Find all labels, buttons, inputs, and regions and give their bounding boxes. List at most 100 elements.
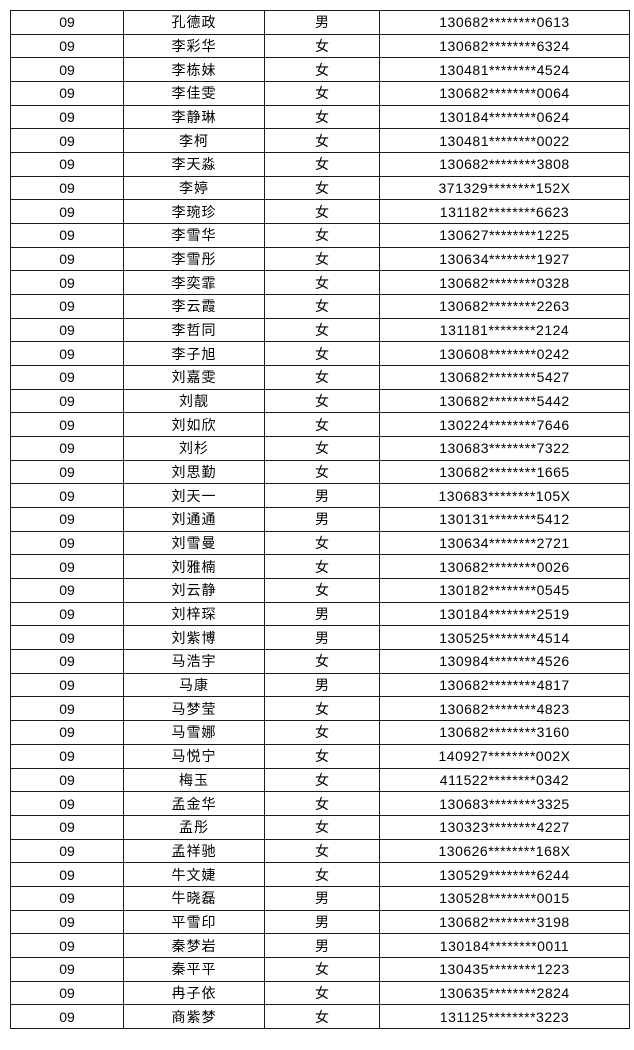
code-cell: 09 (10, 672, 124, 698)
gender-cell: 男 (264, 909, 380, 935)
name-cell: 刘通通 (123, 507, 265, 532)
id-masked-cell: 411522********0342 (379, 767, 630, 793)
gender-cell: 女 (264, 980, 380, 1006)
gender-cell: 女 (264, 791, 380, 816)
id-masked-cell: 130528********0015 (379, 885, 630, 911)
id-masked-cell: 130182********0545 (379, 578, 630, 603)
id-masked-cell: 130683********7322 (379, 436, 630, 461)
gender-cell: 男 (264, 885, 380, 911)
code-cell: 09 (10, 554, 124, 580)
name-cell: 李奕霏 (123, 270, 265, 296)
table-row: 09 孟祥驰 女 130626********168X (10, 838, 630, 864)
gender-cell: 女 (264, 104, 380, 130)
code-cell: 09 (10, 175, 124, 201)
code-cell: 09 (10, 696, 124, 722)
table-row: 09 平雪印 男 130682********3198 (10, 909, 630, 935)
name-cell: 刘思勤 (123, 459, 265, 485)
name-cell: 李云霞 (123, 294, 265, 319)
id-masked-cell: 130682********5427 (379, 365, 630, 390)
code-cell: 09 (10, 388, 124, 414)
id-masked-cell: 130683********105X (379, 483, 630, 509)
code-cell: 09 (10, 81, 124, 106)
roster-table: 09 孔德政 男 130682********0613 09 李彩华 女 130… (10, 10, 630, 1029)
code-cell: 09 (10, 743, 124, 769)
gender-cell: 女 (264, 199, 380, 225)
gender-cell: 女 (264, 246, 380, 272)
code-cell: 09 (10, 483, 124, 509)
table-row: 09 李婷 女 371329********152X (10, 175, 630, 201)
code-cell: 09 (10, 862, 124, 887)
name-cell: 牛文婕 (123, 862, 265, 887)
table-row: 09 牛晓磊 男 130528********0015 (10, 885, 630, 911)
code-cell: 09 (10, 436, 124, 461)
name-cell: 孟彤 (123, 814, 265, 840)
table-row: 09 李奕霏 女 130682********0328 (10, 270, 630, 296)
table-row: 09 李云霞 女 130682********2263 (10, 294, 630, 319)
gender-cell: 女 (264, 459, 380, 485)
code-cell: 09 (10, 601, 124, 627)
gender-cell: 女 (264, 365, 380, 390)
gender-cell: 女 (264, 317, 380, 343)
id-masked-cell: 130323********4227 (379, 814, 630, 840)
gender-cell: 女 (264, 294, 380, 319)
table-row: 09 马悦宁 女 140927********002X (10, 743, 630, 769)
id-masked-cell: 130529********6244 (379, 862, 630, 887)
id-masked-cell: 130984********4526 (379, 649, 630, 674)
code-cell: 09 (10, 791, 124, 816)
gender-cell: 男 (264, 672, 380, 698)
name-cell: 刘杉 (123, 436, 265, 461)
id-masked-cell: 131182********6623 (379, 199, 630, 225)
gender-cell: 女 (264, 649, 380, 674)
gender-cell: 女 (264, 696, 380, 722)
table-row: 09 李哲同 女 131181********2124 (10, 317, 630, 343)
id-masked-cell: 130683********3325 (379, 791, 630, 816)
table-row: 09 冉子依 女 130635********2824 (10, 980, 630, 1006)
table-row: 09 牛文婕 女 130529********6244 (10, 862, 630, 887)
table-row: 09 李雪彤 女 130634********1927 (10, 246, 630, 272)
name-cell: 李佳雯 (123, 81, 265, 106)
name-cell: 孟祥驰 (123, 838, 265, 864)
id-masked-cell: 130682********0064 (379, 81, 630, 106)
name-cell: 李天淼 (123, 152, 265, 177)
name-cell: 刘天一 (123, 483, 265, 509)
table-row: 09 孟彤 女 130323********4227 (10, 814, 630, 840)
table-row: 09 刘思勤 女 130682********1665 (10, 459, 630, 485)
id-masked-cell: 371329********152X (379, 175, 630, 201)
id-masked-cell: 130682********1665 (379, 459, 630, 485)
name-cell: 刘紫博 (123, 625, 265, 651)
gender-cell: 女 (264, 33, 380, 59)
id-masked-cell: 130634********1927 (379, 246, 630, 272)
table-row: 09 孟金华 女 130683********3325 (10, 791, 630, 816)
code-cell: 09 (10, 909, 124, 935)
id-masked-cell: 130435********1223 (379, 956, 630, 982)
table-row: 09 商紫梦 女 131125********3223 (10, 1004, 630, 1029)
id-masked-cell: 130184********2519 (379, 601, 630, 627)
code-cell: 09 (10, 767, 124, 793)
code-cell: 09 (10, 128, 124, 154)
gender-cell: 女 (264, 223, 380, 248)
table-row: 09 马康 男 130682********4817 (10, 672, 630, 698)
id-masked-cell: 130682********0613 (379, 10, 630, 35)
table-row: 09 刘雪曼 女 130634********2721 (10, 530, 630, 556)
name-cell: 马浩宇 (123, 649, 265, 674)
id-masked-cell: 130626********168X (379, 838, 630, 864)
table-row: 09 刘靓 女 130682********5442 (10, 388, 630, 414)
id-masked-cell: 130682********2263 (379, 294, 630, 319)
code-cell: 09 (10, 317, 124, 343)
gender-cell: 女 (264, 814, 380, 840)
code-cell: 09 (10, 199, 124, 225)
name-cell: 刘嘉雯 (123, 365, 265, 390)
code-cell: 09 (10, 649, 124, 674)
gender-cell: 女 (264, 838, 380, 864)
table-row: 09 秦平平 女 130435********1223 (10, 956, 630, 982)
id-masked-cell: 130608********0242 (379, 341, 630, 367)
name-cell: 李哲同 (123, 317, 265, 343)
code-cell: 09 (10, 814, 124, 840)
id-masked-cell: 130635********2824 (379, 980, 630, 1006)
code-cell: 09 (10, 933, 124, 958)
table-row: 09 李天淼 女 130682********3808 (10, 152, 630, 177)
code-cell: 09 (10, 956, 124, 982)
code-cell: 09 (10, 459, 124, 485)
name-cell: 李柯 (123, 128, 265, 154)
table-row: 09 李子旭 女 130608********0242 (10, 341, 630, 367)
